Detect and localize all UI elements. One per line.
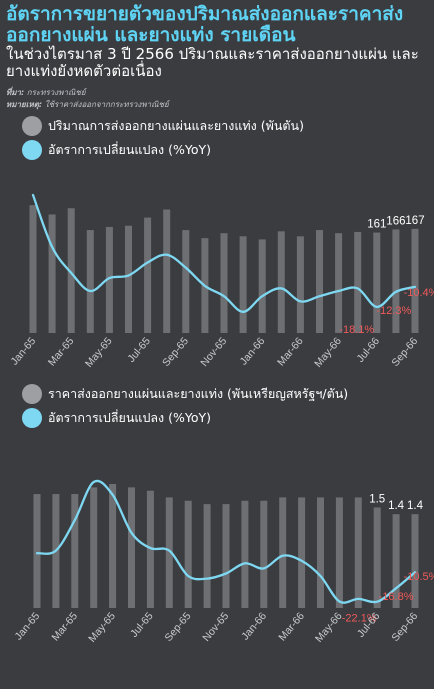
x-tick-label: Jul-65 (125, 335, 153, 365)
bar (335, 233, 343, 333)
page-title: อัตราการขยายตัวของปริมาณส่งออกและราคาส่ง… (6, 3, 404, 46)
gray-circle-icon (22, 116, 42, 136)
bar (354, 497, 362, 608)
x-tick-label: Jan-65 (12, 610, 42, 642)
bar (203, 504, 211, 608)
bar-value-label: 166 (386, 215, 405, 227)
line-value-label: -12.3% (376, 305, 411, 317)
line-value-label: -22.1% (342, 613, 377, 625)
legend-label: ปริมาณการส่งออกยางแผ่นและยางแท่ง (พันตัน… (48, 118, 304, 133)
line-value-label: -16.8% (379, 591, 414, 603)
bar (354, 231, 362, 333)
bar (239, 236, 247, 333)
bar (335, 497, 343, 608)
bar (48, 214, 56, 333)
yoy-line (35, 479, 417, 604)
x-tick-label: Nov-65 (200, 610, 231, 644)
legend-item-yoy: อัตราการเปลี่ยนแปลง (%YoY) (22, 139, 211, 161)
x-tick-label: Jul-66 (355, 335, 383, 365)
bar (165, 497, 173, 608)
bar-value-label: 167 (405, 215, 424, 227)
x-tick-label: Jul-65 (128, 610, 156, 640)
bar (317, 497, 324, 608)
bar (392, 514, 400, 608)
bar (184, 500, 192, 608)
x-tick-label: Mar-66 (275, 335, 306, 368)
volume-chart: 161166167-18.1%-12.3%-10.4%Jan-65Mar-65M… (8, 193, 434, 370)
bar (90, 487, 98, 608)
legend-label: อัตราการเปลี่ยนแปลง (%YoY) (48, 142, 212, 157)
bar (125, 225, 132, 333)
x-tick-label: Jan-65 (8, 335, 38, 367)
source-label: ที่มา: (6, 88, 25, 97)
bar (279, 497, 287, 608)
bar (411, 228, 419, 333)
bar (220, 233, 228, 333)
legend-label: อัตราการเปลี่ยนแปลง (%YoY) (48, 410, 212, 425)
x-tick-label: Nov-65 (198, 335, 229, 369)
x-tick-label: May-65 (86, 610, 118, 645)
bar-value-label: 161 (367, 219, 386, 231)
note-label: หมายเหตุ: (6, 100, 43, 109)
x-tick-label: Jan-66 (239, 610, 269, 642)
x-tick-label: Mar-65 (46, 335, 77, 368)
bar (33, 494, 41, 608)
blue-circle-icon (22, 408, 42, 428)
bar (67, 208, 75, 333)
bar (373, 507, 381, 608)
gray-circle-icon (22, 384, 42, 404)
note-text: ใช้ราคาส่งออกจากกระทรวงพาณิชย์ (44, 100, 169, 109)
x-tick-label: May-65 (83, 335, 115, 370)
bar (241, 500, 249, 608)
bar (29, 205, 37, 333)
bar-value-label: 1.5 (369, 493, 385, 505)
page-subtitle: ในช่วงไตรมาส 3 ปี 2566 ปริมาณและราคาส่งอ… (6, 45, 419, 80)
line-value-label: -10.5% (404, 571, 434, 583)
source-text: กระทรวงพาณิชย์ (26, 88, 86, 97)
price-chart: 1.51.41.4-22.1%-16.8%-10.5%Jan-65Mar-65M… (12, 479, 434, 645)
legend-label: ราคาส่งออกยางแผ่นและยางแท่ง (พันเหรียญสห… (48, 386, 349, 401)
note-line: หมายเหตุ: ใช้ราคาส่งออกจากกระทรวงพาณิชย์ (6, 98, 169, 111)
bar (260, 500, 268, 608)
bar (105, 226, 113, 333)
line-value-label: -10.4% (404, 287, 434, 299)
bar (411, 514, 419, 608)
bar (71, 494, 79, 608)
x-tick-label: Sep-65 (160, 335, 191, 369)
x-tick-label: Jan-66 (238, 335, 268, 367)
bar (182, 230, 190, 333)
legend-item-yoy: อัตราการเปลี่ยนแปลง (%YoY) (22, 407, 211, 429)
bar (144, 217, 152, 333)
x-tick-label: Mar-65 (50, 610, 81, 643)
x-tick-label: May-66 (312, 335, 344, 370)
bar (316, 230, 323, 333)
line-value-label: -18.1% (339, 324, 374, 336)
legend-item-price: ราคาส่งออกยางแผ่นและยางแท่ง (พันเหรียญสห… (22, 383, 348, 405)
bar (86, 230, 94, 333)
blue-circle-icon (22, 140, 42, 160)
bar (146, 490, 154, 608)
bar-value-label: 1.4 (407, 500, 424, 512)
x-tick-label: Sep-66 (389, 610, 420, 644)
bar (392, 229, 400, 333)
bar-value-label: 1.4 (388, 500, 405, 512)
bar (373, 232, 381, 333)
bar (222, 504, 230, 608)
legend-item-volume: ปริมาณการส่งออกยางแผ่นและยางแท่ง (พันตัน… (22, 115, 304, 137)
bar (258, 239, 266, 333)
x-tick-label: May-66 (313, 610, 345, 645)
source-line: ที่มา: กระทรวงพาณิชย์ (6, 86, 86, 99)
yoy-line (31, 193, 417, 313)
bar (296, 236, 304, 333)
bar (128, 487, 135, 608)
bar (163, 209, 171, 333)
x-tick-label: Sep-65 (163, 610, 194, 644)
x-tick-label: Sep-66 (389, 335, 420, 369)
x-tick-label: Mar-66 (276, 610, 307, 643)
bar (277, 231, 285, 333)
bar (109, 484, 117, 608)
bar (298, 497, 306, 608)
